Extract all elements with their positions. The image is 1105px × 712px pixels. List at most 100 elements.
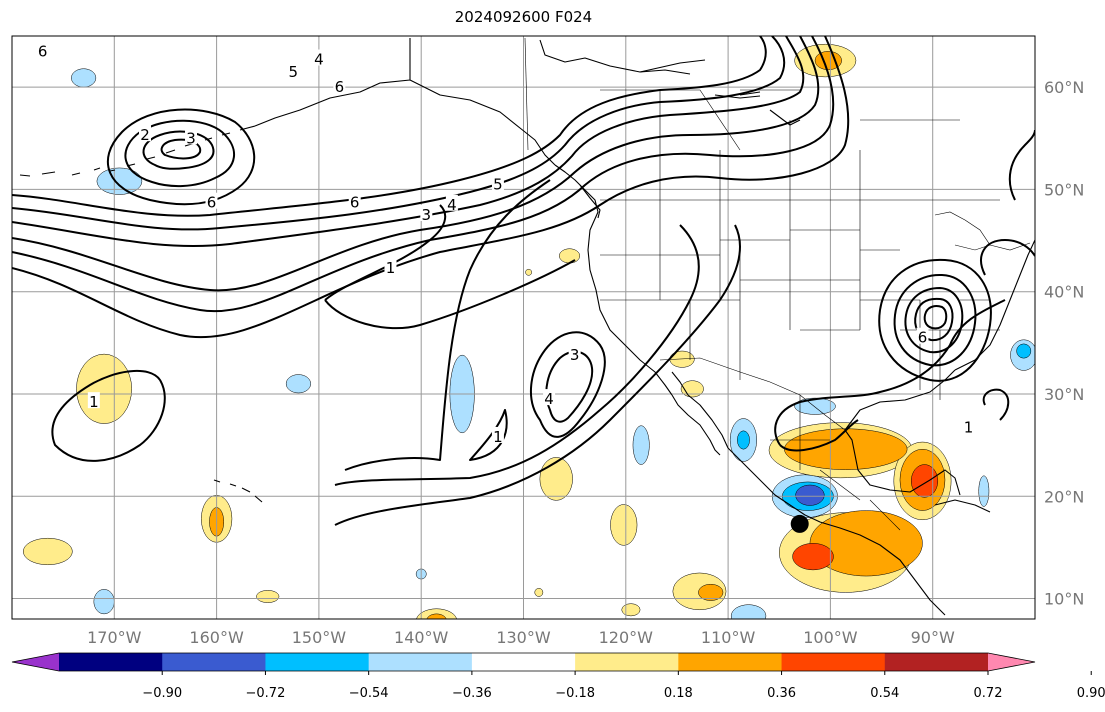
anomaly-patch xyxy=(539,457,573,501)
contour-label-bg xyxy=(916,327,929,344)
contour-east-pacific xyxy=(334,224,741,526)
contour-label-bg xyxy=(185,128,198,145)
anomaly-patch xyxy=(795,484,825,506)
mexico-states xyxy=(770,395,901,531)
colorbar-segment xyxy=(781,653,886,671)
latitude-tick-label: 40°N xyxy=(1044,283,1084,302)
colorbar-tick-label: −0.18 xyxy=(555,686,595,701)
latitude-tick-label: 20°N xyxy=(1044,487,1084,506)
anomaly-patch xyxy=(978,475,990,507)
mexico-pacific-coast xyxy=(727,447,946,616)
colorbar-segment xyxy=(884,653,989,671)
contour-label-bg xyxy=(36,41,49,58)
colorbar-extend-high xyxy=(988,653,1035,671)
longitude-tick-label: 160°W xyxy=(189,628,244,647)
colorbar-tick-label: 0.36 xyxy=(767,686,796,701)
contour-jet xyxy=(12,36,786,231)
contour-jet xyxy=(12,36,850,339)
political-borders xyxy=(524,37,1031,531)
colorbar xyxy=(11,652,1036,672)
contour-east-pacific xyxy=(529,331,606,438)
contour-label-bg xyxy=(543,389,556,406)
anomaly-patch xyxy=(910,464,939,498)
contour-bering-low xyxy=(106,108,256,206)
anomaly-patch xyxy=(632,425,650,465)
colorbar-tick-label: 0.90 xyxy=(1077,686,1105,701)
coastlines xyxy=(19,38,1035,616)
contour-label: 6 xyxy=(207,194,217,212)
anomaly-patch xyxy=(737,430,750,450)
alaska-north-coast xyxy=(539,39,706,73)
longitude-tick-label: 110°W xyxy=(701,628,756,647)
contour-jet xyxy=(12,36,805,248)
contour-northeast xyxy=(1008,129,1035,201)
contour-label-bg xyxy=(287,61,300,78)
alaska-coast xyxy=(254,38,556,166)
anomaly-patch xyxy=(559,248,581,264)
contour-label: 4 xyxy=(314,51,324,69)
contour-label-bg xyxy=(138,125,151,142)
contour-label: 6 xyxy=(335,78,345,96)
contour-gulf xyxy=(774,299,1006,446)
contour-label: 6 xyxy=(350,194,360,212)
contour-label: 6 xyxy=(918,329,928,347)
colorbar-segment xyxy=(162,653,266,671)
contour-us-cyclone xyxy=(893,273,977,367)
contour-label: 3 xyxy=(570,346,580,364)
longitude-labels: 170°W 160°W 150°W 140°W 130°W 120°W 110°W 100°W… xyxy=(87,628,955,647)
contour-east-pacific xyxy=(469,409,508,461)
anomaly-patch xyxy=(730,604,767,619)
colorbar-segment xyxy=(471,653,576,671)
latitude-labels: 60°N 50°N 40°N 30°N 20°N 10°N xyxy=(1044,78,1084,608)
anomaly-patch xyxy=(534,588,544,597)
anomaly-patch xyxy=(621,603,641,617)
colorbar-segment xyxy=(368,653,473,671)
contour-label-bg xyxy=(445,194,458,211)
contour-mid-pacific xyxy=(324,204,576,330)
contour-us-cyclone xyxy=(904,287,964,354)
contour-label: 3 xyxy=(422,206,432,224)
state-boundaries xyxy=(600,200,1000,400)
storm-marker xyxy=(790,514,809,533)
contour-label: 1 xyxy=(89,393,99,411)
contour-label: 5 xyxy=(289,63,299,81)
colorbar-outline xyxy=(11,652,1036,672)
contour-jet xyxy=(12,36,820,292)
vancouver-island xyxy=(579,184,601,219)
contour-us-cyclone xyxy=(923,305,948,330)
contour-label: 1 xyxy=(386,259,396,277)
cuba xyxy=(934,499,991,513)
aleutian-islands xyxy=(19,125,256,177)
anomaly-patch xyxy=(794,397,836,415)
contour-label-bg xyxy=(333,77,346,94)
contour-label: 2 xyxy=(140,126,150,144)
contour-label: 6 xyxy=(38,42,48,60)
longitude-tick-label: 130°W xyxy=(496,628,551,647)
contour-us-cyclone xyxy=(878,258,992,382)
contour-label: 4 xyxy=(447,196,457,214)
colorbar-tick-label: −0.54 xyxy=(349,686,389,701)
anomaly-patch xyxy=(426,613,447,619)
anomaly-patch xyxy=(698,583,724,601)
colorbar-labels: −0.90 −0.72 −0.54 −0.36 −0.18 0.18 0.36 0.54 0.7… xyxy=(142,671,1105,701)
latitude-tick-label: 50°N xyxy=(1044,180,1084,199)
latitude-tick-label: 10°N xyxy=(1044,590,1084,609)
anomaly-patch xyxy=(285,374,311,394)
hawaii-islands xyxy=(213,479,263,503)
contour-label-bg xyxy=(491,426,504,443)
contour-label: 1 xyxy=(493,428,503,446)
contour-east-pacific xyxy=(545,350,594,423)
contour-northeast xyxy=(980,239,1035,276)
longitude-tick-label: 150°W xyxy=(292,628,347,647)
contour-gulf xyxy=(779,419,859,452)
contour-label-bg xyxy=(205,192,218,209)
anomaly-patch xyxy=(256,590,280,603)
contour-lines xyxy=(12,36,1035,526)
map-title: 2024092600 F024 xyxy=(454,8,593,26)
contour-southeast xyxy=(982,388,1010,421)
latitude-tick-label: 60°N xyxy=(1044,78,1084,97)
contour-jet xyxy=(12,36,835,313)
colorbar-tick-label: 0.18 xyxy=(664,686,693,701)
contour-label-bg xyxy=(384,258,397,275)
